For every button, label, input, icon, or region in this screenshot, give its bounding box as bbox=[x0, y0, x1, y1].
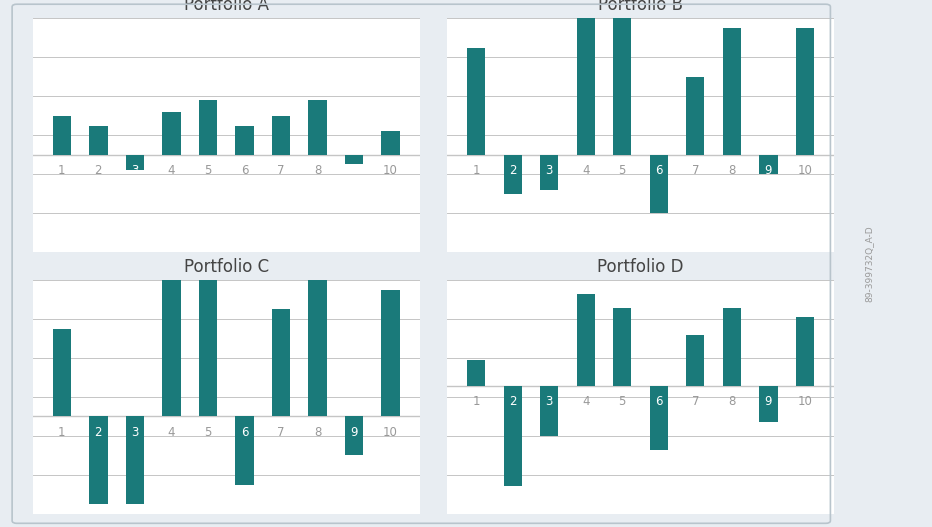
Text: 4: 4 bbox=[168, 164, 175, 177]
Bar bbox=[686, 335, 705, 386]
Bar bbox=[650, 155, 668, 213]
Text: 6: 6 bbox=[655, 395, 663, 408]
Text: 1: 1 bbox=[58, 164, 65, 177]
Bar bbox=[613, 0, 631, 155]
Bar bbox=[540, 155, 558, 190]
Title: Portfolio B: Portfolio B bbox=[598, 0, 683, 14]
Text: 5: 5 bbox=[204, 164, 212, 177]
Text: 7: 7 bbox=[277, 426, 285, 439]
Bar bbox=[89, 416, 107, 504]
Text: 9: 9 bbox=[350, 164, 358, 177]
Title: Portfolio D: Portfolio D bbox=[597, 258, 684, 276]
Bar bbox=[760, 386, 777, 422]
Bar bbox=[126, 416, 144, 504]
Bar bbox=[53, 329, 71, 416]
Text: 1: 1 bbox=[58, 426, 65, 439]
Text: 3: 3 bbox=[545, 164, 553, 177]
Text: 2: 2 bbox=[95, 164, 103, 177]
Bar bbox=[467, 360, 486, 386]
Text: 8: 8 bbox=[314, 426, 322, 439]
Text: 6: 6 bbox=[240, 426, 248, 439]
Bar bbox=[272, 309, 290, 416]
Bar bbox=[686, 77, 705, 155]
Bar bbox=[796, 28, 814, 155]
Text: 1: 1 bbox=[473, 164, 480, 177]
Text: 8: 8 bbox=[728, 164, 735, 177]
Bar bbox=[381, 131, 400, 155]
Text: 9: 9 bbox=[350, 426, 358, 439]
Bar bbox=[722, 308, 741, 386]
Text: 5: 5 bbox=[619, 395, 626, 408]
Bar bbox=[577, 294, 595, 386]
Text: 1: 1 bbox=[473, 395, 480, 408]
Text: 10: 10 bbox=[383, 164, 398, 177]
Bar bbox=[272, 116, 290, 155]
Bar bbox=[308, 100, 327, 155]
Bar bbox=[577, 0, 595, 155]
Text: 7: 7 bbox=[692, 164, 699, 177]
Text: 89-399732Q_A-D: 89-399732Q_A-D bbox=[864, 225, 873, 302]
Text: 3: 3 bbox=[131, 164, 139, 177]
Text: 9: 9 bbox=[764, 164, 772, 177]
Text: 10: 10 bbox=[798, 164, 813, 177]
Text: 8: 8 bbox=[728, 395, 735, 408]
Text: 3: 3 bbox=[545, 395, 553, 408]
Bar bbox=[345, 416, 363, 455]
Text: 10: 10 bbox=[798, 395, 813, 408]
Title: Portfolio C: Portfolio C bbox=[184, 258, 268, 276]
Text: 7: 7 bbox=[692, 395, 699, 408]
Bar bbox=[162, 112, 181, 155]
Bar bbox=[53, 116, 71, 155]
Text: 5: 5 bbox=[619, 164, 626, 177]
Bar bbox=[540, 386, 558, 436]
Text: 4: 4 bbox=[582, 164, 590, 177]
Bar bbox=[503, 386, 522, 486]
Text: 5: 5 bbox=[204, 426, 212, 439]
Bar bbox=[236, 416, 254, 485]
Bar bbox=[722, 28, 741, 155]
Bar bbox=[162, 261, 181, 416]
Text: 9: 9 bbox=[764, 395, 772, 408]
Bar bbox=[613, 308, 631, 386]
Bar bbox=[126, 155, 144, 170]
Bar bbox=[199, 100, 217, 155]
Bar bbox=[236, 125, 254, 155]
Text: 2: 2 bbox=[509, 164, 516, 177]
Bar bbox=[503, 155, 522, 194]
Bar bbox=[796, 317, 814, 386]
Text: 4: 4 bbox=[168, 426, 175, 439]
Text: 6: 6 bbox=[655, 164, 663, 177]
Bar bbox=[89, 125, 107, 155]
Text: 8: 8 bbox=[314, 164, 322, 177]
Bar bbox=[199, 270, 217, 416]
Text: 4: 4 bbox=[582, 395, 590, 408]
Text: 6: 6 bbox=[240, 164, 248, 177]
Bar bbox=[467, 47, 486, 155]
Title: Portfolio A: Portfolio A bbox=[184, 0, 268, 14]
Bar bbox=[345, 155, 363, 164]
Bar bbox=[760, 155, 777, 174]
Bar bbox=[381, 290, 400, 416]
Text: 7: 7 bbox=[277, 164, 285, 177]
Text: 10: 10 bbox=[383, 426, 398, 439]
Text: 2: 2 bbox=[95, 426, 103, 439]
Bar bbox=[308, 251, 327, 416]
Text: 2: 2 bbox=[509, 395, 516, 408]
Text: 3: 3 bbox=[131, 426, 139, 439]
Bar bbox=[650, 386, 668, 450]
